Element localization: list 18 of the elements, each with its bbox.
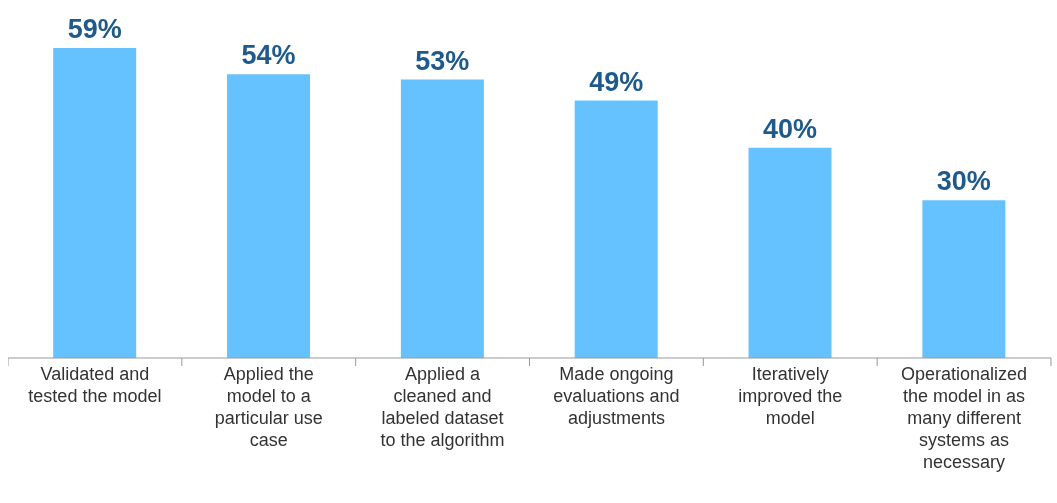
bar: [53, 48, 137, 358]
bar: [922, 200, 1006, 358]
bar: [400, 79, 484, 358]
bar: [574, 100, 658, 358]
bar: [227, 74, 311, 358]
x-tick-label: Iteratively improved the model: [738, 364, 843, 428]
bar: [748, 147, 832, 358]
x-tick-label: Applied a cleaned and labeled dataset to the algorithm: [380, 364, 505, 450]
data-label: 53%: [415, 45, 470, 76]
data-label: 40%: [763, 113, 818, 144]
data-label: 59%: [67, 14, 122, 44]
x-tick-label: Operationalized the model in as many different systems as necessary: [901, 364, 1028, 472]
x-tick-label: Made ongoing evaluations and adjustments: [553, 364, 680, 428]
data-label: 54%: [241, 40, 296, 71]
data-label: 49%: [589, 66, 644, 97]
x-tick-label: Validated and tested the model: [28, 364, 162, 406]
data-label: 30%: [936, 166, 991, 197]
x-tick-label: Applied the model to a particular use case: [214, 364, 323, 450]
